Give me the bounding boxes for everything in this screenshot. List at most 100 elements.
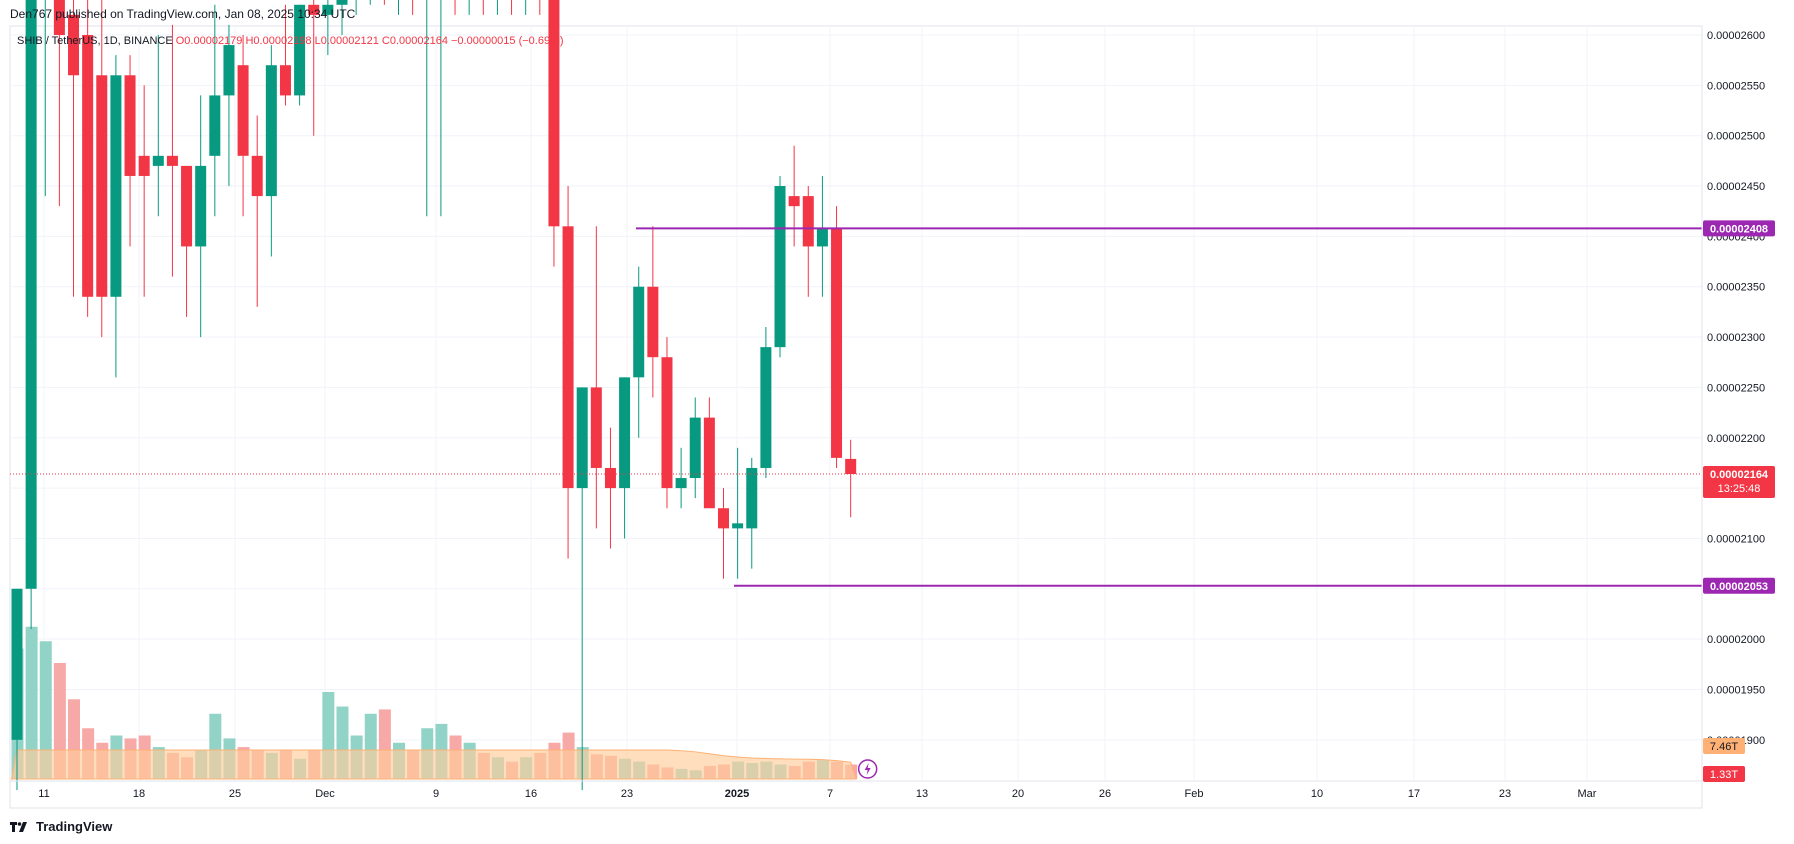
level-price-label: 0.00002408 [1710, 223, 1768, 235]
candle [181, 165, 193, 317]
candle [746, 457, 758, 569]
time-tick-label: Dec [315, 788, 335, 800]
time-tick-label: 18 [133, 788, 145, 800]
price-tick-label: 0.00002200 [1707, 433, 1765, 445]
candle [209, 4, 221, 217]
candle [440, 0, 442, 217]
time-tick-label: 23 [621, 788, 633, 800]
candle [124, 55, 136, 247]
candle [279, 4, 291, 106]
price-tick-label: 0.00002500 [1707, 131, 1765, 143]
candle [802, 186, 814, 297]
candle [774, 175, 786, 358]
grid-lines [9, 25, 1703, 809]
last-price-badge [1703, 465, 1775, 498]
candle [195, 95, 207, 338]
time-tick-label: 17 [1408, 788, 1420, 800]
candle [619, 377, 631, 539]
lightning-icon [857, 759, 878, 779]
level-price-badge [1703, 220, 1775, 237]
candle [548, 0, 560, 267]
candle [482, 0, 484, 15]
time-tick-label: Mar [1578, 788, 1597, 800]
candle-body [746, 467, 758, 529]
candle-body [96, 75, 108, 297]
price-tick-label: 0.00002000 [1707, 634, 1765, 646]
volume-badge [1703, 738, 1745, 754]
candle [703, 397, 715, 509]
candle [468, 0, 470, 15]
time-tick-label: 11 [38, 788, 49, 800]
ohlc-values: O0.00002179 H0.00002198 L0.00002121 C0.0… [175, 35, 564, 47]
candle-body [68, 14, 80, 76]
time-tick-label: 2025 [725, 788, 749, 800]
candle [576, 387, 588, 791]
candle [336, 0, 348, 35]
time-tick-label: 26 [1099, 788, 1111, 800]
price-tick-label: 0.00002250 [1707, 382, 1765, 394]
volume-histogram [10, 626, 858, 780]
tradingview-brand[interactable]: TradingView [10, 819, 112, 834]
candle [82, 0, 94, 317]
candle-body [831, 228, 843, 458]
time-tick-label: 7 [827, 788, 833, 800]
time-tick-label: 16 [525, 788, 537, 800]
candle [237, 35, 249, 217]
candle [110, 55, 122, 378]
candle [496, 0, 498, 15]
publish-text: Den767 published on TradingView.com, Jan… [10, 7, 356, 21]
candle [562, 186, 574, 559]
candle-body [590, 387, 602, 468]
volume-badge [1703, 766, 1745, 782]
support-resistance-lines[interactable] [10, 227, 1702, 587]
candle-body [760, 347, 772, 468]
time-tick-label: 10 [1311, 788, 1323, 800]
candle-body [265, 65, 277, 197]
lightning-icon-bolt [864, 763, 871, 775]
candle [732, 447, 744, 579]
candle [369, 0, 371, 5]
candle [96, 0, 108, 338]
candle-body [576, 387, 588, 489]
candle [816, 175, 828, 297]
candle [44, 0, 46, 197]
candle [223, 24, 235, 187]
price-tick-label: 0.00001950 [1707, 684, 1765, 696]
candle [25, 0, 37, 630]
volume-badge-label: 1.33T [1710, 769, 1738, 781]
countdown-label: 13:25:48 [1718, 483, 1761, 495]
candle-body [308, 4, 320, 15]
volume-badge-label: 7.46T [1710, 741, 1738, 753]
price-time-axes: 0.00002600 0.00002550 0.00002500 0.00002450… [10, 26, 1775, 808]
candle [166, 24, 178, 277]
last-price-label: 0.00002164 [1710, 469, 1769, 481]
candle-body [53, 0, 65, 35]
candle-body [82, 35, 94, 297]
time-tick-label: 9 [433, 788, 439, 800]
price-tick-label: 0.00002300 [1707, 332, 1765, 344]
candle [633, 266, 645, 438]
candle [718, 488, 729, 579]
candle-body [703, 417, 715, 509]
candle [454, 0, 456, 15]
candle-body [322, 4, 334, 15]
candle-body [181, 165, 193, 247]
candle [539, 0, 541, 15]
symbol-name: SHIB / TetherUS, 1D, BINANCE [17, 35, 173, 47]
time-tick-label: 13 [916, 788, 928, 800]
candle [604, 427, 616, 549]
candle [845, 439, 857, 518]
candle [590, 226, 602, 529]
candle-body [152, 155, 164, 166]
candle-body [237, 65, 249, 156]
candle [355, 0, 357, 15]
candle [675, 447, 687, 509]
candle-body [166, 155, 178, 166]
candle [294, 4, 306, 106]
candle-body [251, 155, 263, 197]
candle-body [138, 155, 150, 176]
candle [251, 115, 263, 307]
candle-body [124, 75, 136, 176]
candle [68, 0, 80, 297]
